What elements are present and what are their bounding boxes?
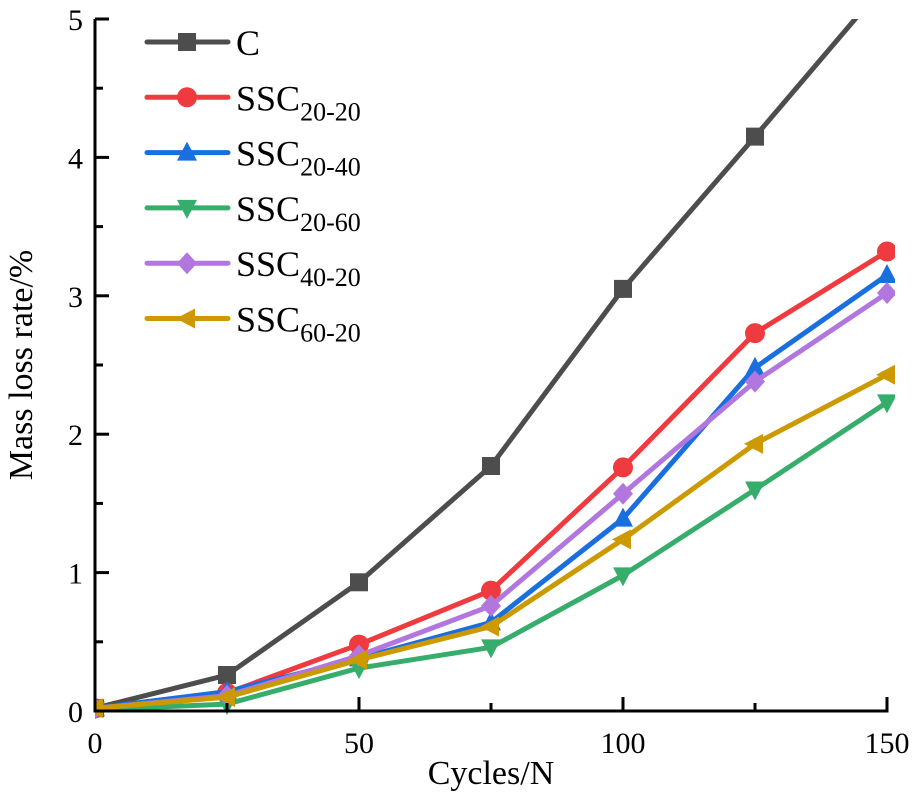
data-point [481,639,501,659]
y-tick-label: 5 [68,4,83,37]
data-point [482,457,500,476]
legend-item: SSC20-60 [144,189,361,237]
legend-item: SSC20-40 [144,134,361,182]
legend-label: SSC20-20 [236,78,361,126]
x-tick-label: 100 [601,727,646,760]
legend-item: SSC40-20 [144,244,361,292]
x-tick-label: 0 [88,727,103,760]
data-point [480,616,499,637]
series-line [95,400,889,713]
legend-label: SSC60-20 [236,300,361,348]
data-point [349,634,369,655]
y-tick-label: 2 [68,419,83,452]
data-point [481,580,501,601]
legend-item: SSC60-20 [144,300,361,348]
legend-marker [177,141,197,161]
data-point [95,698,103,719]
data-point [877,264,895,284]
legend-label: SSC20-60 [236,189,361,237]
data-point [614,279,632,298]
legend-label: SSC20-40 [236,134,361,182]
data-point [481,594,501,617]
data-point [745,370,765,393]
data-point [216,687,235,708]
legend-marker [177,87,197,108]
data-point [613,507,633,527]
data-point [876,364,895,385]
legend-item: SSC20-20 [144,78,361,126]
data-point [877,282,895,305]
y-tick-label: 1 [68,558,83,591]
data-point [745,323,765,344]
x-tick-label: 150 [865,727,910,760]
x-axis-title: Cycles/N [428,755,555,792]
y-tick-label: 4 [68,142,83,175]
data-point [348,649,367,670]
y-tick-label: 0 [68,696,83,729]
legend-marker [178,33,196,51]
series-ssc20-60 [95,394,895,719]
data-point [613,457,633,478]
data-point [745,356,765,376]
y-tick-label: 3 [68,281,83,314]
legend-marker [177,252,197,275]
data-point [613,482,633,505]
data-point [350,573,368,592]
legend-item: C [144,23,260,63]
data-point [612,529,631,550]
data-point [877,241,895,262]
x-tick-label: 50 [344,727,374,760]
data-point [613,567,633,587]
legend-marker [177,199,197,219]
data-point [877,394,895,414]
y-axis-title: Mass loss rate/% [3,250,40,480]
legend-marker [176,308,195,329]
legend-label: SSC40-20 [236,244,361,292]
data-point [745,481,765,501]
legend-label: C [236,23,260,63]
data-point [218,666,236,685]
series-ssc60-20 [95,364,895,719]
data-point [746,127,764,146]
data-point [744,433,763,454]
